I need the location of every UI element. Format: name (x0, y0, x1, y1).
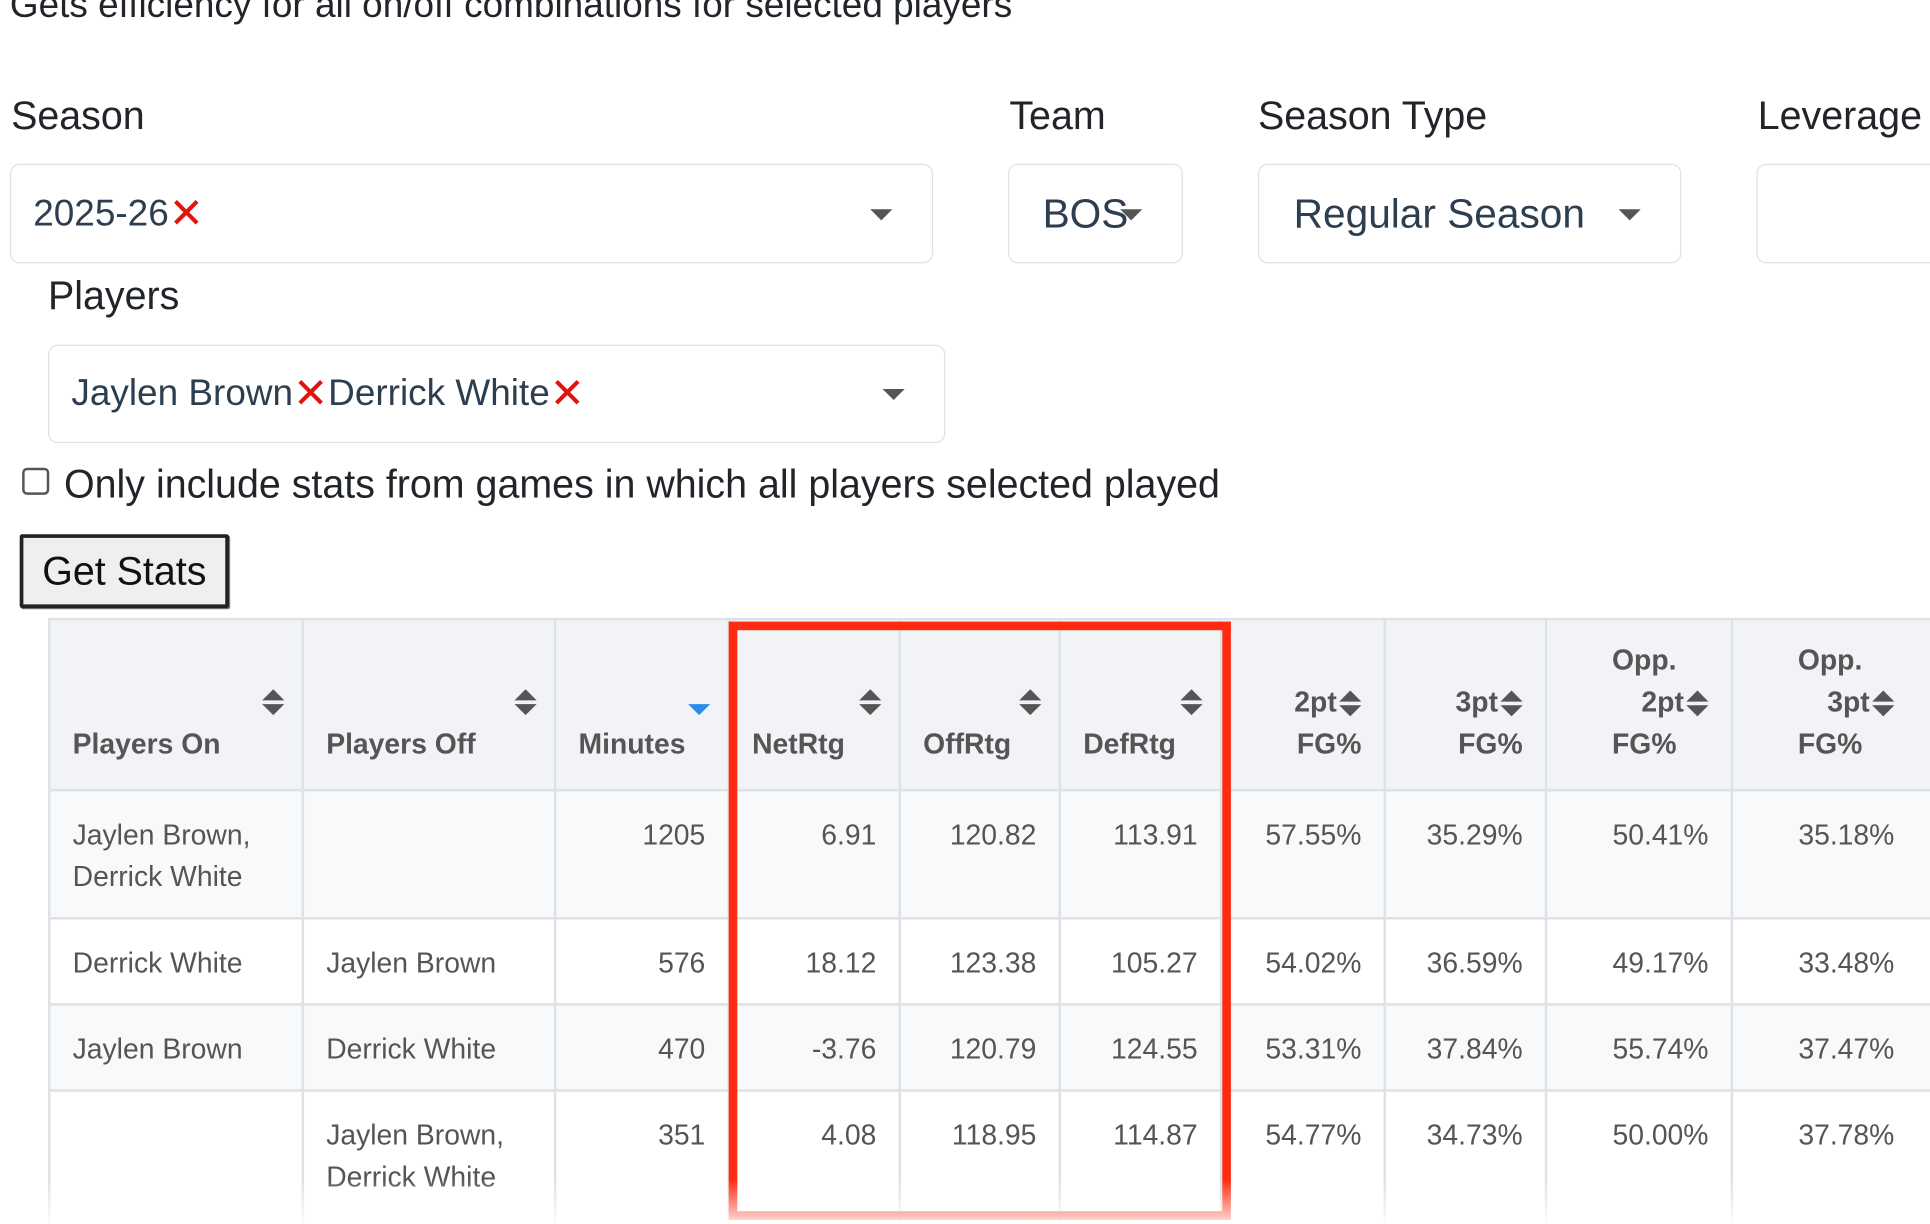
sort-icon[interactable] (1686, 691, 1709, 717)
column-header-netrtg[interactable]: NetRtg (727, 617, 902, 792)
remove-season-icon[interactable]: ✕ (168, 188, 204, 239)
cell-players-off: Derrick White (301, 1003, 557, 1092)
team-label: Team (1009, 93, 1106, 138)
cell-players-off (301, 789, 557, 920)
cell-2pt-fg: 54.77% (1219, 1089, 1386, 1224)
sort-desc-icon[interactable] (688, 689, 711, 716)
cell-offrtg: 123.38 (898, 917, 1062, 1006)
chevron-down-icon[interactable] (1120, 208, 1143, 220)
cell-players-on (48, 1089, 305, 1224)
cell-players-on: Jaylen Brown (48, 1003, 305, 1092)
column-header-defrtg[interactable]: DefRtg (1058, 617, 1223, 792)
leverage-select[interactable] (1756, 163, 1930, 264)
cell-opp-3pt-fg: 37.47% (1730, 1003, 1930, 1092)
page-subtitle: Gets efficiency for all on/off combinati… (9, 0, 1013, 26)
cell-netrtg: 18.12 (727, 917, 902, 1006)
column-header-opp-3pt-fg[interactable]: Opp. 3pt FG% (1730, 617, 1930, 792)
column-header-3pt-fg[interactable]: 3pt FG% (1383, 617, 1548, 792)
season-type-value: Regular Season (1293, 190, 1585, 236)
column-header-minutes[interactable]: Minutes (553, 617, 730, 792)
cell-defrtg: 114.87 (1058, 1089, 1223, 1224)
player-tag: Jaylen Brown (71, 372, 294, 414)
sort-icon[interactable] (1180, 689, 1203, 716)
all-players-played-checkbox[interactable] (22, 467, 50, 495)
season-value: 2025-26 (33, 192, 169, 234)
sort-icon[interactable] (262, 689, 285, 716)
get-stats-button[interactable]: Get Stats (19, 534, 229, 609)
team-value: BOS (1042, 190, 1129, 236)
cell-minutes: 351 (553, 1089, 730, 1224)
column-header-2pt-fg[interactable]: 2pt FG% (1219, 617, 1386, 792)
chevron-down-icon[interactable] (1618, 208, 1641, 220)
season-label: Season (11, 93, 145, 138)
table-row: Jaylen Brown, Derrick White 1205 6.91 12… (48, 789, 1930, 920)
all-players-played-label: Only include stats from games in which a… (64, 461, 1220, 506)
chevron-down-icon[interactable] (882, 388, 905, 401)
cell-opp-2pt-fg: 50.41% (1544, 789, 1734, 920)
cell-minutes: 576 (553, 917, 730, 1006)
cell-netrtg: 6.91 (727, 789, 902, 920)
cell-defrtg: 124.55 (1058, 1003, 1223, 1092)
season-type-label: Season Type (1257, 93, 1488, 138)
sort-icon[interactable] (1339, 691, 1362, 717)
column-header-opp-2pt-fg[interactable]: Opp. 2pt FG% (1544, 617, 1734, 792)
cell-minutes: 1205 (553, 789, 730, 920)
cell-minutes: 470 (553, 1003, 730, 1092)
sort-icon[interactable] (514, 689, 537, 716)
table-row: Jaylen Brown, Derrick White 351 4.08 118… (48, 1089, 1930, 1224)
player-tag: Derrick White (328, 372, 550, 414)
cell-3pt-fg: 37.84% (1383, 1003, 1548, 1092)
cell-3pt-fg: 34.73% (1383, 1089, 1548, 1224)
table-row: Derrick White Jaylen Brown 576 18.12 123… (48, 917, 1930, 1006)
chevron-down-icon[interactable] (870, 208, 893, 220)
cell-defrtg: 113.91 (1058, 789, 1223, 920)
table-header-row: Players On Players Off Minutes NetRtg Of… (48, 617, 1930, 792)
sort-icon[interactable] (1872, 691, 1895, 717)
cell-offrtg: 118.95 (898, 1089, 1062, 1224)
cell-opp-3pt-fg: 37.78% (1730, 1089, 1930, 1224)
cell-opp-3pt-fg: 35.18% (1730, 789, 1930, 920)
cell-defrtg: 105.27 (1058, 917, 1223, 1006)
cell-opp-2pt-fg: 49.17% (1544, 917, 1734, 1006)
cell-offrtg: 120.79 (898, 1003, 1062, 1092)
cell-players-on: Jaylen Brown, Derrick White (48, 789, 305, 920)
cell-2pt-fg: 57.55% (1219, 789, 1386, 920)
cell-2pt-fg: 54.02% (1219, 917, 1386, 1006)
remove-player-icon[interactable]: ✕ (549, 369, 585, 419)
cell-players-off: Jaylen Brown, Derrick White (301, 1089, 557, 1224)
cell-players-on: Derrick White (48, 917, 305, 1006)
cell-opp-3pt-fg: 33.48% (1730, 917, 1930, 1006)
season-select[interactable]: 2025-26 ✕ (9, 163, 934, 264)
sort-icon[interactable] (859, 689, 882, 716)
remove-player-icon[interactable]: ✕ (293, 369, 329, 419)
column-header-offrtg[interactable]: OffRtg (898, 617, 1062, 792)
cell-netrtg: 4.08 (727, 1089, 902, 1224)
cell-opp-2pt-fg: 55.74% (1544, 1003, 1734, 1092)
players-label: Players (48, 273, 180, 318)
players-select[interactable]: Jaylen Brown ✕ Derrick White ✕ (48, 344, 946, 444)
cell-3pt-fg: 36.59% (1383, 917, 1548, 1006)
column-header-players-off[interactable]: Players Off (301, 617, 557, 792)
cell-players-off: Jaylen Brown (301, 917, 557, 1006)
cell-netrtg: -3.76 (727, 1003, 902, 1092)
cell-opp-2pt-fg: 50.00% (1544, 1089, 1734, 1224)
cell-offrtg: 120.82 (898, 789, 1062, 920)
season-type-select[interactable]: Regular Season (1257, 163, 1682, 264)
team-select[interactable]: BOS (1008, 163, 1183, 264)
cell-2pt-fg: 53.31% (1219, 1003, 1386, 1092)
cell-3pt-fg: 35.29% (1383, 789, 1548, 920)
column-header-players-on[interactable]: Players On (48, 617, 305, 792)
sort-icon[interactable] (1019, 689, 1042, 716)
stats-table: Players On Players Off Minutes NetRtg Of… (48, 617, 1930, 1224)
sort-icon[interactable] (1500, 691, 1523, 717)
table-row: Jaylen Brown Derrick White 470 -3.76 120… (48, 1003, 1930, 1092)
leverage-label: Leverage (1757, 93, 1922, 138)
